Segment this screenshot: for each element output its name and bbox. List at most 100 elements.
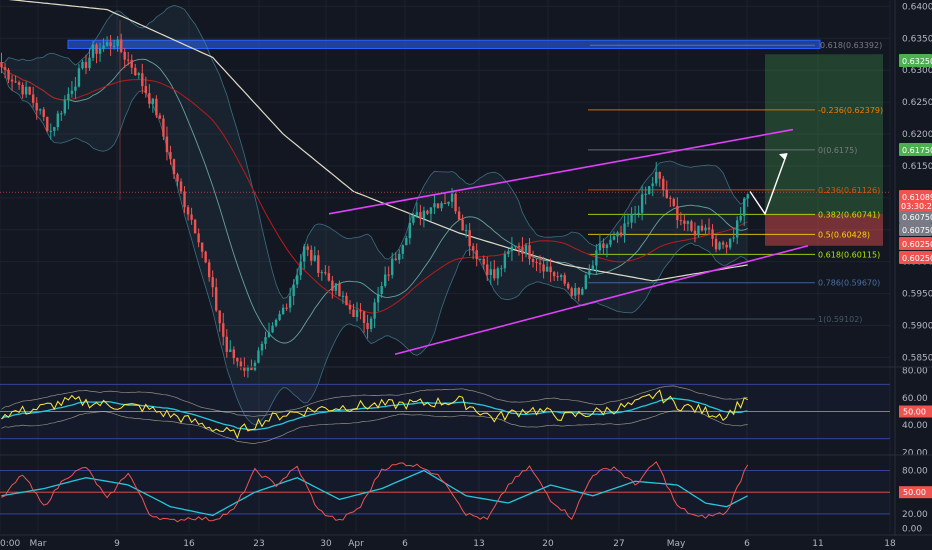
candle-body [46, 116, 49, 131]
profit-zone[interactable] [765, 54, 883, 214]
candle-body [524, 245, 528, 254]
candle-body [535, 261, 538, 263]
candle-body [718, 242, 721, 250]
candle-body [739, 215, 742, 221]
candle-body [24, 86, 28, 95]
candle-body [676, 205, 679, 221]
candle-body [278, 313, 281, 320]
candle-body [169, 152, 172, 160]
candle-body [267, 332, 271, 338]
candle-body [464, 230, 468, 232]
rsi-panel[interactable]: 20.00 40.00 60.00 80.00 50.00 [0, 367, 932, 459]
candle-body [246, 366, 250, 371]
projection-path[interactable] [749, 152, 788, 216]
time-axis[interactable]: 0:00 Mar 9 16 23 30 Apr 6 13 20 27 May 6 11 18 [0, 539, 896, 549]
candle-body [598, 243, 602, 251]
fibonacci-retracement[interactable]: 0.618(0.63392) -0.236(0.62379) 0(0.6175) 0.… [588, 41, 883, 324]
stochastic-d-line [1, 469, 748, 517]
candle-body [190, 214, 193, 220]
candle-body [577, 287, 580, 295]
rsi-value-badge [899, 405, 932, 418]
candle-body [31, 94, 35, 103]
candle-body [468, 230, 471, 247]
candle-body [215, 287, 218, 311]
candle-body [134, 67, 137, 76]
candle-body [151, 98, 155, 104]
candle-body [232, 349, 236, 359]
candle-body [651, 183, 654, 187]
long-position-box[interactable] [765, 54, 883, 246]
candle-body [295, 275, 299, 285]
candle-body [567, 283, 570, 289]
resistance-zone-rect[interactable] [67, 39, 821, 50]
stochastic-levels [0, 470, 890, 515]
candle-body [84, 62, 88, 69]
ascending-channel[interactable] [328, 128, 809, 356]
stop-loss-zone[interactable] [765, 213, 883, 246]
stochastic-tick-label: 80.00 [902, 466, 928, 476]
candle-body [197, 233, 200, 243]
candle-body [105, 42, 109, 46]
candle-body [743, 198, 746, 216]
candle-body [383, 274, 387, 287]
candle-body [500, 268, 503, 270]
rsi-value-label: 50.00 [903, 408, 926, 417]
candle-body [236, 358, 239, 362]
projection-arrow[interactable] [749, 152, 788, 216]
candle-body [711, 229, 714, 239]
candlesticks [0, 33, 749, 378]
candle-body [623, 223, 626, 236]
price-panel[interactable]: 0.618(0.63392) -0.236(0.62379) 0(0.6175) 0.… [0, 0, 932, 532]
candle-body [419, 212, 422, 219]
candle-body [172, 159, 176, 175]
candle-body [690, 221, 693, 231]
stochastic-series [1, 461, 749, 523]
candle-body [179, 181, 183, 192]
time-tick-label: 27 [613, 539, 624, 549]
candle-body [98, 49, 102, 54]
candle-body [647, 186, 651, 194]
channel-upper-line[interactable] [328, 128, 794, 215]
candle-body [721, 242, 725, 245]
candle-body [200, 242, 204, 252]
candle-body [493, 269, 496, 279]
price-badge-label: 0.61089 [902, 193, 932, 202]
candle-body [662, 178, 665, 190]
candle-body [144, 86, 148, 94]
candle-body [116, 39, 119, 47]
price-badge [899, 54, 932, 67]
candle-body [77, 68, 81, 87]
stochastic-tick-label: 0.00 [902, 524, 922, 534]
candle-body [732, 237, 735, 239]
candle-body [70, 90, 74, 94]
candle-body [207, 262, 211, 278]
candle-body [250, 366, 253, 371]
candle-body [348, 305, 352, 310]
candle-body [313, 255, 316, 261]
candle-body [503, 254, 507, 269]
price-badge-label: 0.60250 [902, 254, 932, 263]
candle-body [602, 243, 605, 248]
candle-body [489, 269, 492, 275]
candle-body [49, 130, 52, 132]
candle-body [510, 246, 514, 252]
candle-body [521, 247, 524, 254]
arrow-head-icon [779, 153, 787, 161]
candle-body [239, 361, 243, 368]
candle-body [450, 193, 454, 202]
candle-body [574, 287, 577, 296]
channel-lower-line[interactable] [394, 244, 809, 356]
candle-body [746, 194, 749, 199]
price-badge-label: 0.60750 [902, 226, 932, 235]
candle-body [542, 264, 545, 272]
candle-body [56, 113, 60, 128]
candle-body [728, 238, 732, 248]
candle-body [475, 250, 478, 260]
